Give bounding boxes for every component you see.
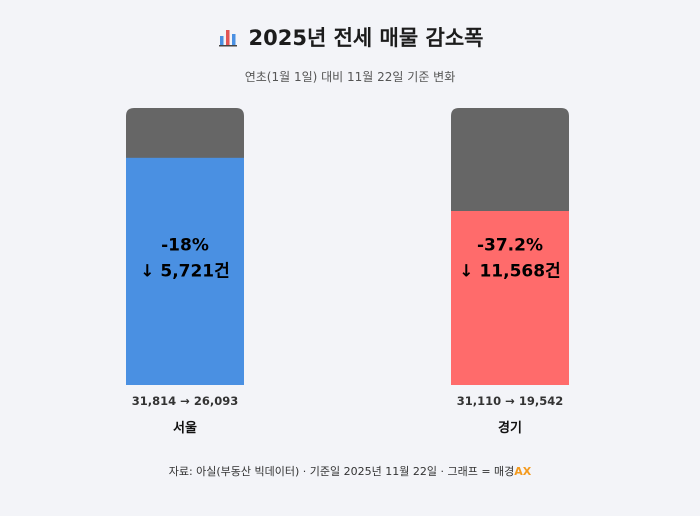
chart: -18% ↓ 5,721건 31,814 → 26,093 서울 -37.2% ↓ 11,… [126, 108, 569, 436]
page-title: 2025년 전세 매물 감소폭 [248, 26, 484, 50]
bar-1-change-pct-label: -18% [161, 235, 209, 255]
bar-1-range-label: 31,814 → 26,093 [132, 394, 238, 408]
title-row: 2025년 전세 매물 감소폭 [0, 22, 700, 52]
bar-chart-icon [218, 30, 237, 47]
bar-2-region-label: 경기 [498, 420, 522, 436]
bar-1-region-label: 서울 [173, 420, 197, 436]
source-note: 자료: 아실(부동산 빅데이터) · 기준일 2025년 11월 22일 · 그… [0, 463, 700, 479]
subtitle: 연초(1월 1일) 대비 11월 22일 기준 변화 [244, 70, 456, 84]
bar-1-remaining-segment [126, 157, 244, 385]
bar-2-range-label: 31,110 → 19,542 [457, 394, 563, 408]
brand-mark: AX [514, 465, 532, 478]
bar-1-change-count-label: ↓ 5,721건 [140, 261, 230, 281]
source-text: 자료: 아실(부동산 빅데이터) · 기준일 2025년 11월 22일 · 그… [168, 465, 515, 478]
bar-2-change-count-label: ↓ 11,568건 [459, 261, 560, 281]
bar-2-change-pct-label: -37.2% [477, 235, 543, 255]
bar-2-remaining-segment [451, 211, 569, 385]
